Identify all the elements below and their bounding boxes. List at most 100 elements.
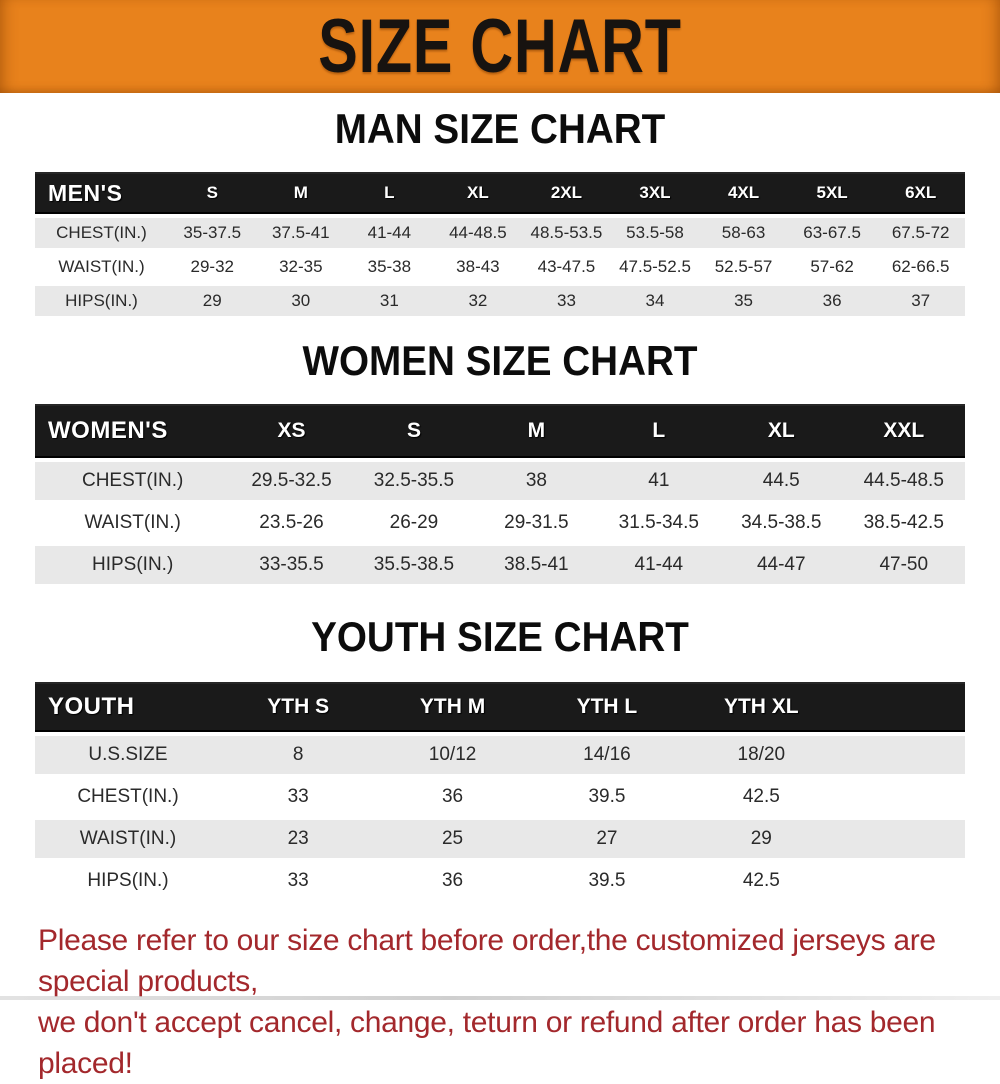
column-header: YTH M <box>375 682 530 732</box>
column-header: S <box>352 404 476 458</box>
column-header: S <box>167 172 257 214</box>
row-label: WAIST(IN.) <box>35 820 221 858</box>
column-header: XXL <box>842 404 965 458</box>
order-note-line1: Please refer to our size chart before or… <box>38 924 936 998</box>
table-row: WAIST(IN.) 23.5-26 26-29 29-31.5 31.5-34.5 34… <box>35 504 965 542</box>
table-row: WAIST(IN.) 23 25 27 29 <box>35 820 965 858</box>
table-row: HIPS(IN.) 29 30 31 32 33 34 35 36 37 <box>35 286 965 316</box>
row-label: WAIST(IN.) <box>58 257 145 276</box>
value-cell: 41-44 <box>345 218 434 248</box>
women-size-table: WOMEN'S XS S M L XL XXL CHEST(IN.) 29.5-32.5 32.5… <box>35 400 965 588</box>
table-corner-label: YOUTH <box>35 682 221 732</box>
value-cell: 41-44 <box>597 546 721 584</box>
value-cell: 29 <box>684 820 839 858</box>
value-cell: 32.5-35.5 <box>352 462 476 500</box>
column-header: L <box>597 404 721 458</box>
value-cell: 8 <box>221 736 376 774</box>
value-cell: 27 <box>529 820 685 858</box>
value-cell: 53.5-58 <box>610 218 700 248</box>
table-corner-label: MEN'S <box>35 172 168 214</box>
column-header: 6XL <box>876 172 965 214</box>
value-cell: 29-31.5 <box>504 512 569 533</box>
value-cell: 25 <box>375 820 530 858</box>
table-header-row: MEN'S S M L XL 2XL 3XL 4XL 5XL 6XL <box>35 172 965 214</box>
value-cell: 35-38 <box>367 257 412 276</box>
column-header: M <box>475 404 598 458</box>
value-cell: 33 <box>522 286 611 316</box>
row-label: U.S.SIZE <box>35 736 221 774</box>
column-header: XL <box>720 404 843 458</box>
column-header: YTH S <box>221 682 376 732</box>
filler-cell <box>839 778 966 816</box>
filler-cell <box>838 682 965 732</box>
value-cell: 14/16 <box>529 736 685 774</box>
column-header: 5XL <box>787 172 877 214</box>
table-row: CHEST(IN.) 35-37.5 37.5-41 41-44 44-48.5 48.5… <box>35 218 965 248</box>
value-cell: 29 <box>167 286 257 316</box>
filler-cell <box>839 862 966 900</box>
value-cell: 44.5 <box>720 462 843 500</box>
value-cell: 62-66.5 <box>891 257 950 276</box>
value-cell: 63-67.5 <box>787 218 877 248</box>
value-cell: 23.5-26 <box>259 512 324 533</box>
value-cell: 35.5-38.5 <box>352 546 476 584</box>
section-men: MAN SIZE CHART MEN'S S M L XL 2XL 3XL 4XL 5XL 6XL… <box>0 106 1000 320</box>
value-cell: 42.5 <box>742 870 780 891</box>
value-cell: 29.5-32.5 <box>230 462 353 500</box>
heading-youth-size-chart: YOUTH SIZE CHART <box>311 613 689 660</box>
value-cell: 32-35 <box>279 257 323 276</box>
value-cell: 33-35.5 <box>230 546 353 584</box>
value-cell: 38-43 <box>456 257 500 276</box>
table-header-row: YOUTH YTH S YTH M YTH L YTH XL <box>35 682 965 732</box>
value-cell: 34.5-38.5 <box>741 512 822 533</box>
value-cell: 35 <box>699 286 788 316</box>
order-note-line2: we don't accept cancel, change, teturn o… <box>38 1006 936 1080</box>
column-header: M <box>256 172 346 214</box>
value-cell: 34 <box>610 286 700 316</box>
order-note: Please refer to our size chart before or… <box>0 920 1000 1084</box>
value-cell: 23 <box>221 820 376 858</box>
table-row: U.S.SIZE 8 10/12 14/16 18/20 <box>35 736 965 774</box>
value-cell: 39.5 <box>588 870 626 891</box>
youth-size-table: YOUTH YTH S YTH M YTH L YTH XL U.S.SIZE 8 10/12… <box>35 678 965 904</box>
row-label: HIPS(IN.) <box>35 546 231 584</box>
row-label: CHEST(IN.) <box>35 218 168 248</box>
row-label: WAIST(IN.) <box>84 512 181 533</box>
heading-women-size-chart: WOMEN SIZE CHART <box>302 337 698 384</box>
photo-edge-artifact <box>0 996 1000 1000</box>
value-cell: 44-47 <box>720 546 843 584</box>
section-women: WOMEN SIZE CHART WOMEN'S XS S M L XL XXL CHEST(… <box>0 338 1000 588</box>
value-cell: 39.5 <box>588 786 626 807</box>
value-cell: 36 <box>441 870 464 891</box>
column-header: 4XL <box>699 172 788 214</box>
value-cell: 29-32 <box>190 257 234 276</box>
value-cell: 18/20 <box>684 736 839 774</box>
value-cell: 67.5-72 <box>876 218 965 248</box>
value-cell: 52.5-57 <box>714 257 773 276</box>
row-label: HIPS(IN.) <box>35 286 168 316</box>
value-cell: 38.5-42.5 <box>863 512 944 533</box>
value-cell: 37 <box>876 286 965 316</box>
value-cell: 10/12 <box>375 736 530 774</box>
filler-cell <box>838 820 965 858</box>
column-header: YTH L <box>529 682 685 732</box>
column-header: 2XL <box>522 172 611 214</box>
column-header: YTH XL <box>684 682 839 732</box>
table-row: HIPS(IN.) 33-35.5 35.5-38.5 38.5-41 41-44 44-… <box>35 546 965 584</box>
filler-cell <box>838 736 965 774</box>
value-cell: 33 <box>287 786 309 807</box>
value-cell: 43-47.5 <box>537 257 596 276</box>
size-chart-banner: SIZE CHART <box>0 0 1000 93</box>
value-cell: 44.5-48.5 <box>842 462 965 500</box>
value-cell: 48.5-53.5 <box>522 218 611 248</box>
value-cell: 30 <box>256 286 346 316</box>
table-row: HIPS(IN.) 33 36 39.5 42.5 <box>35 862 965 900</box>
table-corner-label: WOMEN'S <box>35 404 231 458</box>
value-cell: 32 <box>433 286 523 316</box>
column-header: XS <box>230 404 353 458</box>
banner-title: SIZE CHART <box>318 4 682 89</box>
row-label: CHEST(IN.) <box>77 786 179 807</box>
column-header: XL <box>433 172 523 214</box>
men-size-table: MEN'S S M L XL 2XL 3XL 4XL 5XL 6XL CHEST(IN.) 35-37… <box>35 168 965 320</box>
value-cell: 57-62 <box>810 257 854 276</box>
